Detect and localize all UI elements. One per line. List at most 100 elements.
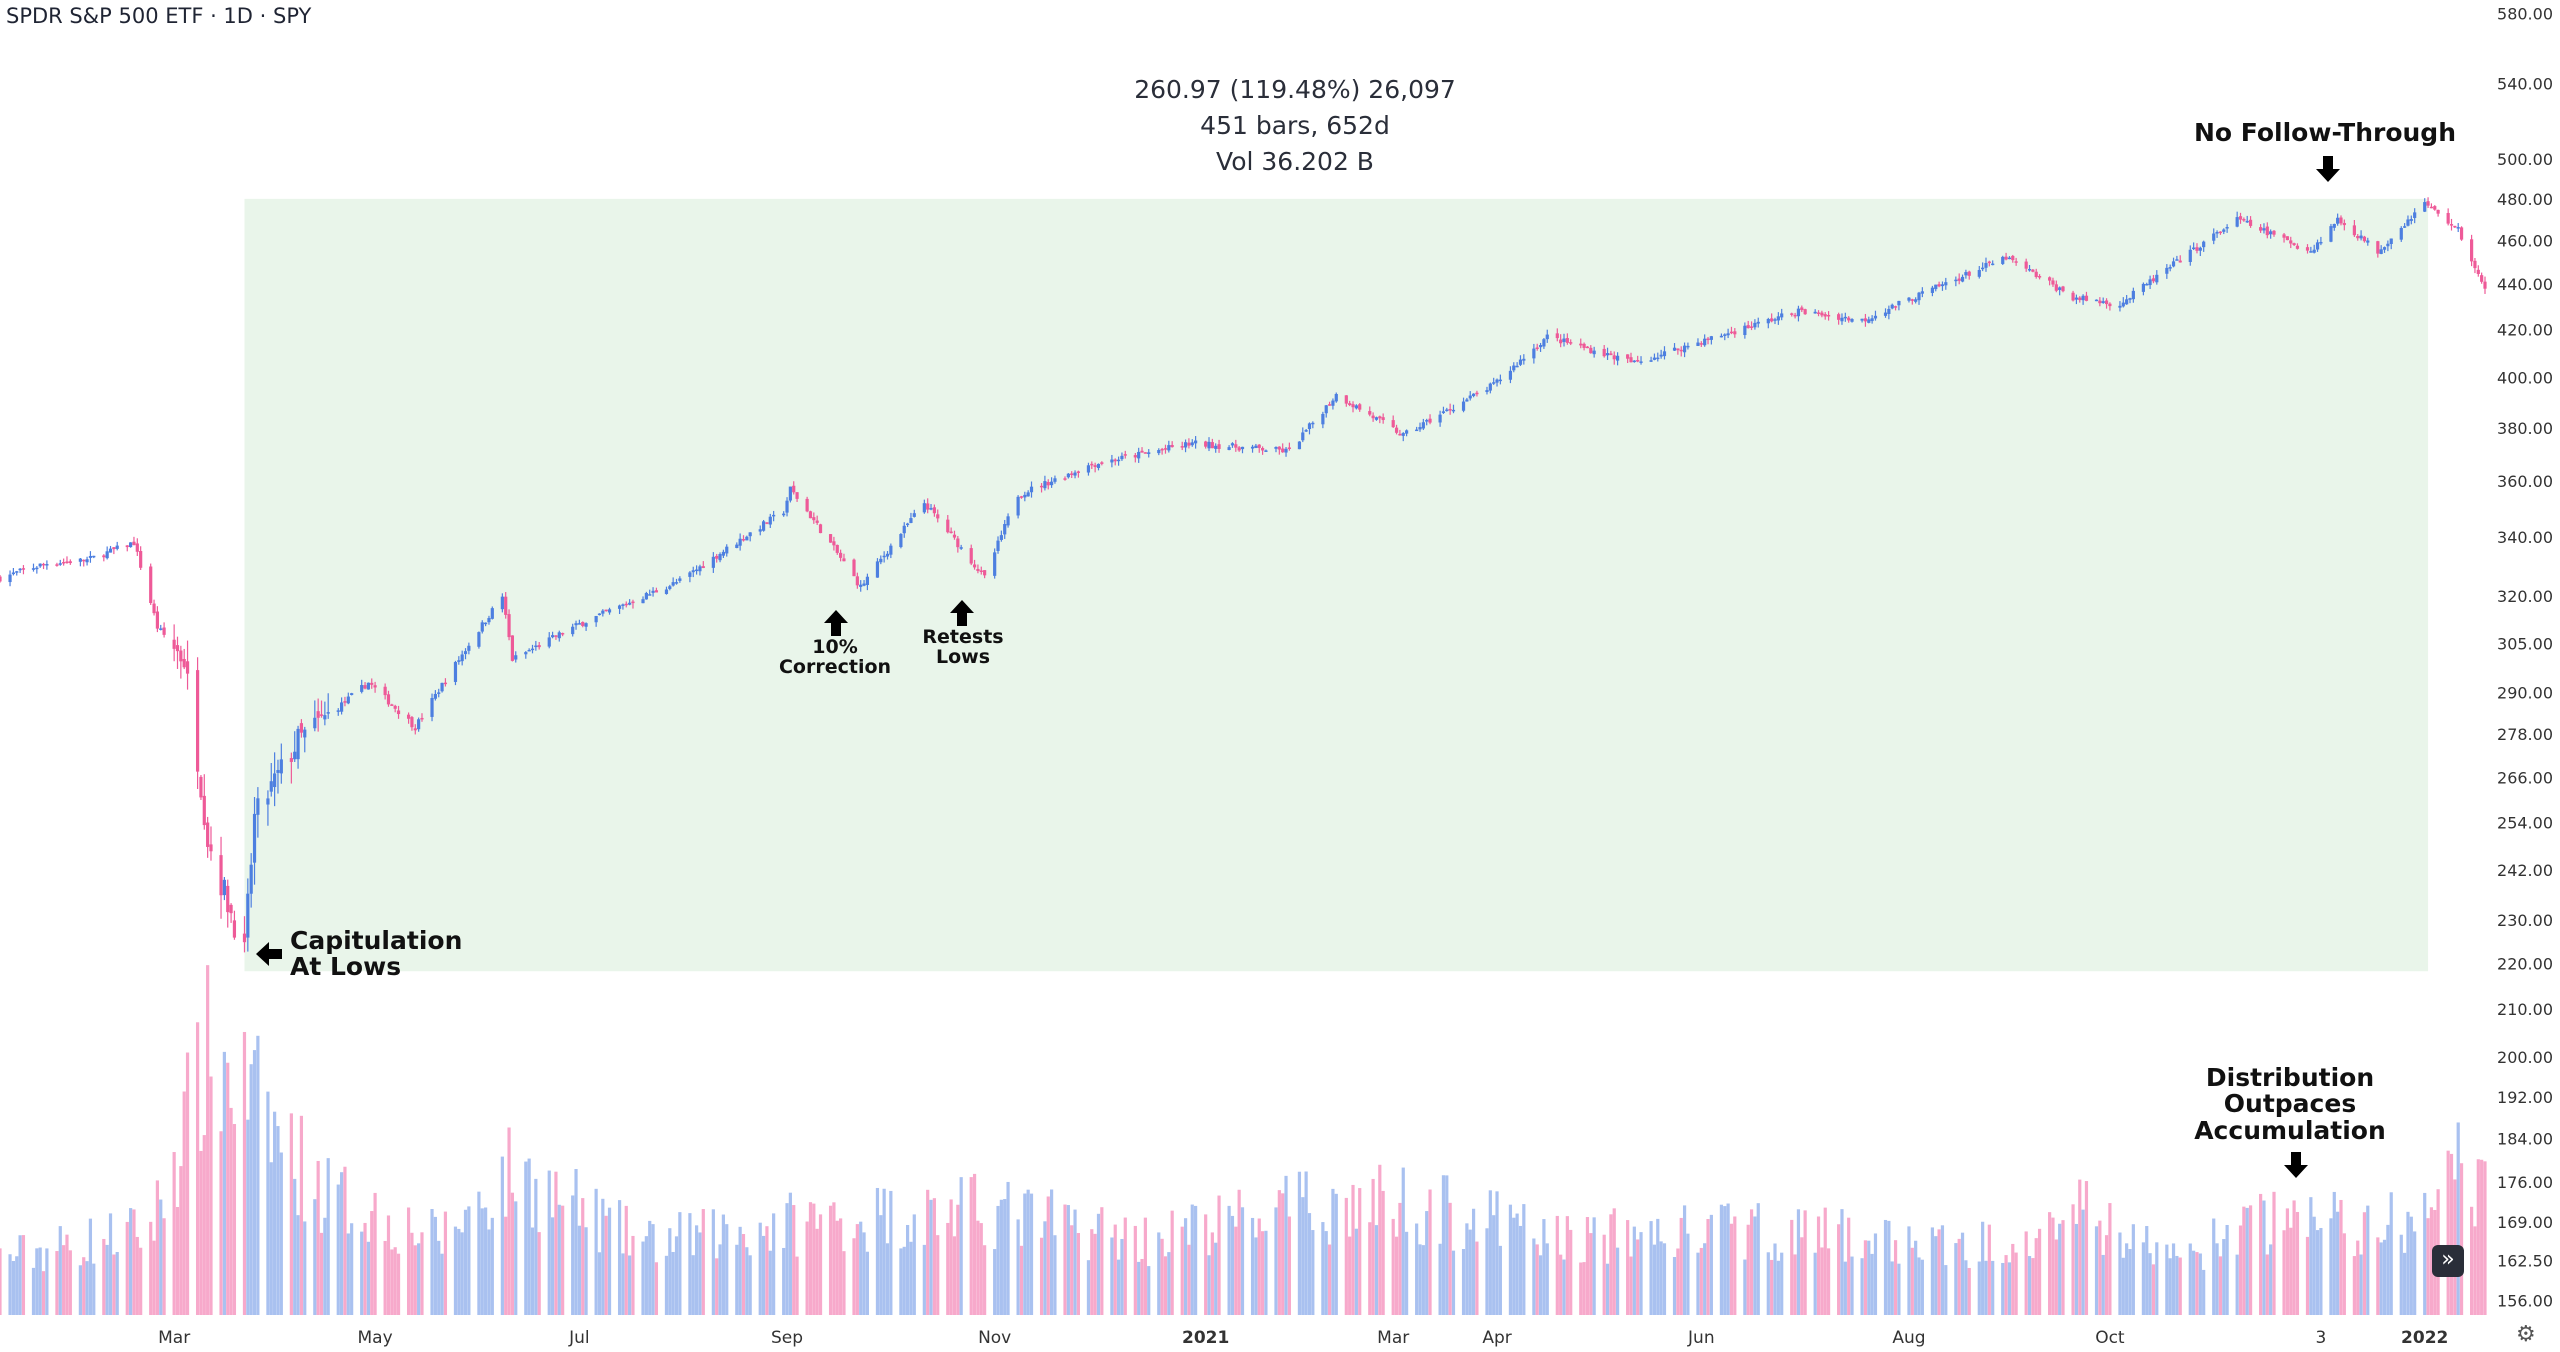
candle-body — [1592, 350, 1596, 355]
x-tick-label: 3 — [2315, 1328, 2326, 1348]
candle-body — [976, 568, 980, 571]
candle-body — [1451, 409, 1456, 412]
candle-body — [1585, 346, 1590, 349]
y-tick-label: 500.00 — [2497, 150, 2553, 169]
volume-bar — [172, 1152, 176, 1315]
volume-bar — [2429, 1207, 2434, 1315]
volume-bar — [1284, 1175, 1288, 1315]
candle-body — [1405, 430, 1409, 434]
candle-body — [959, 547, 963, 549]
volume-bar — [135, 1236, 139, 1315]
candle-body — [1163, 448, 1168, 450]
candle-body — [537, 645, 541, 648]
volume-bar — [2329, 1218, 2333, 1315]
volume-bar — [976, 1220, 980, 1315]
volume-bar — [360, 1231, 364, 1315]
volume-bar — [2058, 1223, 2062, 1315]
candle-body — [1538, 345, 1543, 348]
volume-bar — [1840, 1209, 1844, 1315]
annotation-line: Distribution — [2205, 1063, 2375, 1092]
candle-body — [68, 561, 72, 564]
candle-body — [772, 514, 776, 517]
candle-body — [490, 608, 494, 619]
volume-bar — [1662, 1243, 1667, 1315]
candle-body — [129, 542, 133, 548]
volume-bar — [1813, 1252, 1817, 1315]
measure-volume: Vol 36.202 B — [1216, 147, 1374, 176]
volume-bar — [1991, 1260, 1995, 1315]
candle-body — [909, 518, 913, 523]
candle-body — [1334, 393, 1338, 402]
volume-bar — [956, 1204, 960, 1315]
candle-body — [1210, 442, 1214, 449]
volume-bar — [1515, 1213, 1519, 1315]
volume-bar — [2235, 1254, 2239, 1315]
volume-bar — [524, 1161, 528, 1315]
candle-body — [805, 498, 809, 512]
volume-bar — [621, 1253, 625, 1315]
candle-body — [1555, 333, 1559, 339]
candle-body — [78, 558, 82, 562]
candle-body — [336, 710, 340, 712]
candle-body — [979, 570, 983, 573]
symbol-title[interactable]: SPDR S&P 500 ETF · 1D · SPY — [6, 4, 312, 28]
candle-body — [1237, 447, 1241, 451]
volume-bar — [1237, 1189, 1241, 1315]
candle-body — [1609, 353, 1613, 356]
candle-body — [1053, 478, 1057, 482]
candle-body — [1445, 409, 1449, 412]
volume-bar — [1837, 1224, 1841, 1315]
candle-body — [510, 635, 515, 661]
candle-body — [507, 614, 511, 638]
volume-bar — [1240, 1207, 1245, 1315]
candle-body — [993, 552, 997, 576]
volume-bar — [55, 1251, 59, 1315]
volume-bar — [453, 1226, 458, 1315]
volume-bar — [269, 1162, 273, 1315]
volume-bar — [2051, 1217, 2055, 1315]
candle-body — [1964, 272, 1968, 276]
volume-bar — [457, 1228, 461, 1315]
candle-body — [209, 844, 213, 852]
volume-bar — [1863, 1240, 1868, 1315]
candlesticks — [0, 197, 2487, 953]
candle-body — [1307, 423, 1312, 430]
candle-body — [1629, 357, 1633, 363]
volume-bar — [1076, 1233, 1080, 1315]
candle-body — [691, 570, 695, 573]
gear-icon[interactable]: ⚙ — [2516, 1322, 2536, 1347]
x-tick-label: 2021 — [1182, 1328, 1229, 1348]
volume-bar — [319, 1232, 324, 1315]
candle-body — [115, 545, 119, 549]
volume-bar — [1287, 1216, 1291, 1315]
volume-bar — [1046, 1196, 1050, 1315]
candle-body — [2379, 249, 2383, 254]
volume-bar — [1532, 1238, 1536, 1315]
volume-bar — [326, 1158, 330, 1315]
volume-bar — [246, 1119, 250, 1315]
volume-bar — [1331, 1188, 1335, 1315]
volume-bar — [1096, 1213, 1101, 1315]
candle-body — [2098, 300, 2102, 304]
candle-body — [2078, 297, 2082, 301]
volume-bar — [1796, 1209, 1801, 1315]
volume-bar — [2225, 1224, 2229, 1315]
volume-bar — [842, 1251, 846, 1315]
candle-body — [741, 539, 746, 541]
volume-bar — [2141, 1242, 2145, 1315]
volume-bar — [2319, 1227, 2323, 1315]
candle-body — [206, 822, 210, 847]
scroll-to-realtime-button[interactable]: » — [2432, 1245, 2464, 1277]
candle-body — [1743, 325, 1747, 336]
volume-bar — [2014, 1252, 2018, 1315]
candle-body — [674, 582, 679, 584]
candle-body — [2168, 267, 2172, 269]
volume-bar — [1264, 1230, 1268, 1315]
annotation-line: Accumulation — [2194, 1115, 2386, 1145]
candle-body — [1254, 445, 1258, 449]
candle-body — [149, 566, 153, 604]
candle-body — [765, 522, 769, 524]
volume-bar — [932, 1198, 936, 1315]
x-tick-label: Sep — [771, 1328, 803, 1348]
volume-bar — [500, 1156, 504, 1315]
